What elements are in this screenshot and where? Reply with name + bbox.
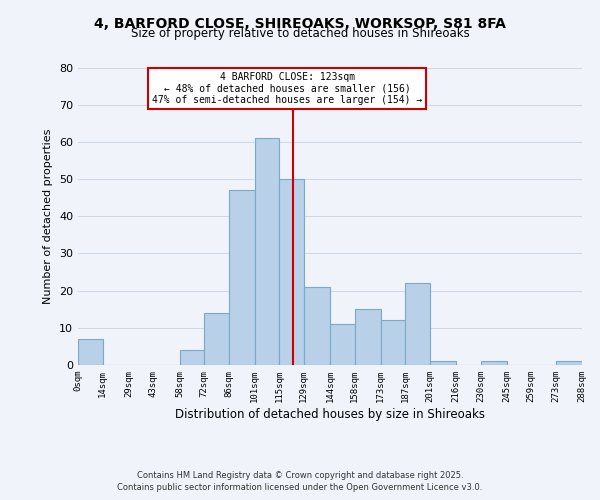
Bar [381, 320, 405, 365]
Bar [255, 138, 279, 365]
Bar [556, 362, 582, 365]
Bar [304, 287, 330, 365]
Bar [78, 339, 103, 365]
Bar [179, 350, 204, 365]
Bar [330, 324, 355, 365]
Bar [279, 179, 304, 365]
Bar [229, 190, 255, 365]
Bar [204, 313, 229, 365]
X-axis label: Distribution of detached houses by size in Shireoaks: Distribution of detached houses by size … [175, 408, 485, 420]
Text: Size of property relative to detached houses in Shireoaks: Size of property relative to detached ho… [131, 28, 469, 40]
Bar [430, 362, 456, 365]
Bar [405, 283, 430, 365]
Text: 4, BARFORD CLOSE, SHIREOAKS, WORKSOP, S81 8FA: 4, BARFORD CLOSE, SHIREOAKS, WORKSOP, S8… [94, 18, 506, 32]
Bar [481, 362, 507, 365]
Text: 4 BARFORD CLOSE: 123sqm
← 48% of detached houses are smaller (156)
47% of semi-d: 4 BARFORD CLOSE: 123sqm ← 48% of detache… [152, 72, 422, 105]
Text: Contains HM Land Registry data © Crown copyright and database right 2025.
Contai: Contains HM Land Registry data © Crown c… [118, 471, 482, 492]
Y-axis label: Number of detached properties: Number of detached properties [43, 128, 53, 304]
Bar [355, 309, 381, 365]
